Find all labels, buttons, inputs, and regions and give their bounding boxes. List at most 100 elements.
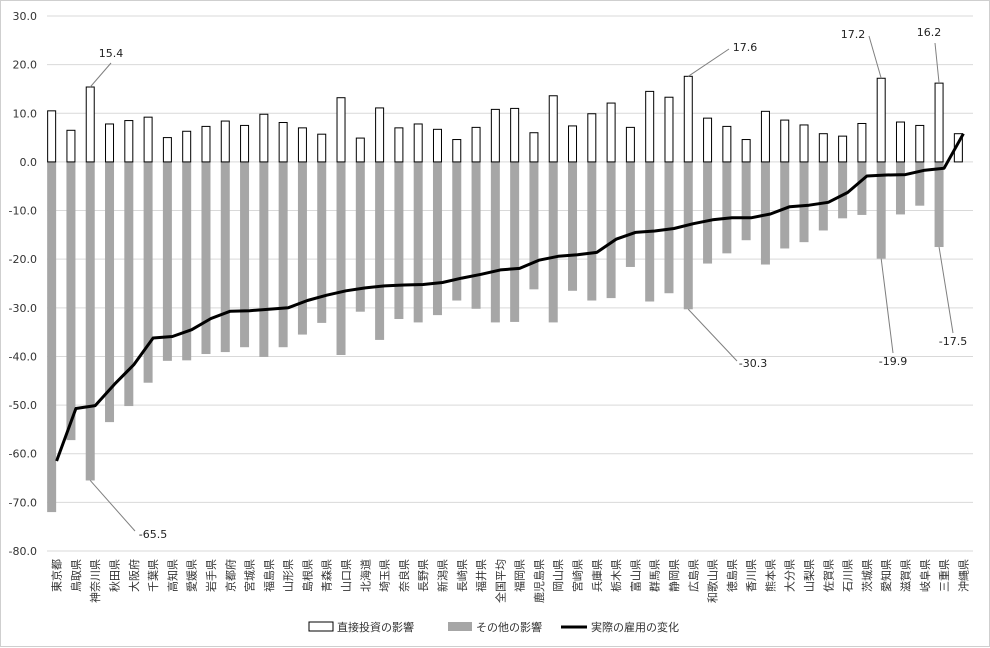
bar-direct-investment (548, 95, 558, 163)
bar-other-effect (895, 161, 905, 215)
bar-direct-investment (297, 127, 307, 163)
x-tick-label: 全国平均 (493, 559, 507, 603)
bar-other-effect (510, 161, 520, 322)
bar-other-effect (66, 161, 76, 441)
bar-other-effect (105, 161, 115, 423)
bar-direct-investment (568, 125, 578, 163)
x-tick-label: 長野県 (417, 559, 430, 592)
x-tick-label: 滋賀県 (900, 559, 913, 592)
bar-direct-investment (201, 125, 211, 163)
bar-other-effect (548, 161, 558, 323)
y-tick-label: 30.0 (13, 10, 38, 23)
bar-other-effect (432, 161, 442, 316)
bar-direct-investment (741, 139, 751, 163)
annotation-label: -17.5 (939, 335, 967, 348)
bar-other-effect (722, 161, 732, 254)
x-tick-label: 茨城県 (860, 559, 874, 592)
bar-direct-investment (413, 123, 423, 163)
bar-direct-investment (838, 135, 848, 163)
legend-label-actual: 実際の雇用の変化 (591, 620, 679, 634)
x-tick-label: 宮城県 (243, 559, 257, 592)
x-tick-label: 鹿児島県 (532, 559, 546, 603)
bar-direct-investment (587, 113, 597, 163)
bar-other-effect (413, 161, 423, 323)
bar-other-effect (625, 161, 635, 267)
annotation-label: 15.4 (99, 47, 124, 60)
x-tick-label: 愛媛県 (185, 559, 199, 592)
bar-other-effect (568, 161, 578, 291)
annotation-label: 17.6 (733, 41, 758, 54)
bar-other-effect (838, 161, 848, 219)
bar-other-effect (375, 161, 385, 340)
legend-swatch-other (448, 622, 472, 631)
bar-other-effect (490, 161, 500, 323)
bar-direct-investment (625, 126, 635, 163)
legend-label-other: その他の影響 (476, 620, 542, 634)
x-tick-label: 群馬県 (648, 559, 662, 592)
x-tick-label: 埼玉県 (378, 559, 392, 592)
bar-direct-investment (240, 124, 250, 163)
annotation-leader (934, 42, 940, 84)
y-tick-label: -10.0 (9, 205, 37, 218)
x-tick-label: 千葉県 (146, 559, 160, 592)
legend: 直接投資の影響 その他の影響 実際の雇用の変化 (308, 620, 679, 634)
bar-direct-investment (143, 116, 153, 163)
bar-direct-investment (934, 82, 944, 163)
bar-other-effect (394, 161, 404, 320)
bar-other-effect (143, 161, 153, 383)
annotation-label: -30.3 (739, 357, 767, 370)
bar-direct-investment (355, 137, 365, 163)
bar-direct-investment (317, 133, 327, 163)
bar-direct-investment (162, 137, 172, 163)
bar-other-effect (162, 161, 172, 361)
bar-other-effect (760, 161, 770, 265)
line-actual-employment (55, 132, 965, 462)
x-tick-label: 青森県 (320, 559, 334, 592)
actual-employment-line (55, 132, 965, 462)
y-tick-label: -30.0 (9, 302, 37, 315)
bar-direct-investment (47, 110, 57, 163)
bar-other-effect (818, 161, 828, 231)
bar-direct-investment (336, 97, 346, 163)
bar-direct-investment (799, 124, 809, 163)
annotation-leader (880, 258, 894, 354)
legend-swatch-direct (308, 621, 334, 632)
bar-direct-investment (220, 120, 230, 163)
bar-other-effect (780, 161, 790, 249)
bar-other-effect (529, 161, 539, 290)
annotation-leader (687, 48, 730, 77)
x-axis-ticks: 東京都 鳥取県 神奈川県 秋田県 大阪府 千葉県 高知県 愛媛県 岩手県 京都府 宮城県 福島県 山形県… (50, 559, 971, 603)
x-tick-label: 北海道 (358, 559, 372, 592)
x-tick-label: 山口県 (340, 559, 353, 592)
bar-direct-investment (818, 133, 828, 163)
y-tick-label: -70.0 (9, 496, 37, 509)
annotation-leader (868, 35, 882, 79)
x-tick-label: 広島県 (686, 559, 700, 592)
bar-other-effect (297, 161, 307, 335)
direct-investment-bars (47, 75, 963, 163)
legend-item-actual: 実際の雇用の変化 (561, 620, 679, 634)
bar-direct-investment (452, 139, 462, 163)
x-tick-label: 奈良県 (397, 559, 411, 592)
bar-direct-investment (471, 126, 481, 163)
bar-other-effect (124, 161, 134, 407)
annotation-label: 16.2 (917, 26, 942, 39)
bar-other-effect (703, 161, 713, 264)
bar-other-effect (355, 161, 365, 312)
y-tick-label: 20.0 (13, 59, 38, 72)
bar-direct-investment (394, 127, 404, 163)
bar-other-effect (606, 161, 616, 299)
bar-other-effect (915, 161, 925, 206)
x-tick-label: 高知県 (165, 559, 179, 592)
bar-direct-investment (375, 107, 385, 163)
bar-direct-investment (510, 107, 520, 163)
bar-other-effect (201, 161, 211, 355)
annotation-leader (89, 480, 136, 532)
bar-direct-investment (85, 86, 95, 163)
bar-direct-investment (182, 130, 192, 163)
bar-other-effect (934, 161, 944, 248)
x-tick-label: 鳥取県 (69, 559, 83, 592)
x-tick-label: 長崎県 (455, 559, 469, 592)
bar-direct-investment (105, 123, 115, 163)
